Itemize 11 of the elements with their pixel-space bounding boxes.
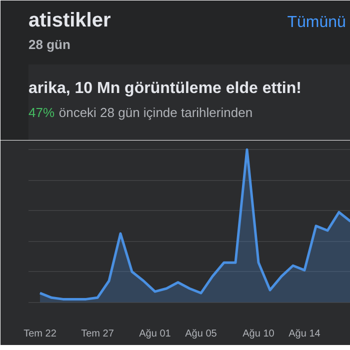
x-tick-label: Ağu 10 <box>242 328 275 340</box>
x-tick-label: Tem 22 <box>24 328 57 340</box>
text: Tümünü <box>287 14 346 31</box>
text: arika, 10 Mn görüntüleme elde ettin! <box>28 80 302 97</box>
x-tick-label: Tem 27 <box>81 328 114 340</box>
text: 47% önceki 28 gün içinde tarihlerinden <box>28 105 253 120</box>
x-tick-label: Ağu 01 <box>139 328 172 340</box>
x-tick-label: Ağu 05 <box>185 328 218 340</box>
chart-title: atistikler <box>28 10 111 32</box>
x-tick-label: Ağu 14 <box>288 328 321 340</box>
chart-subtitle: 28 gün <box>28 37 70 52</box>
